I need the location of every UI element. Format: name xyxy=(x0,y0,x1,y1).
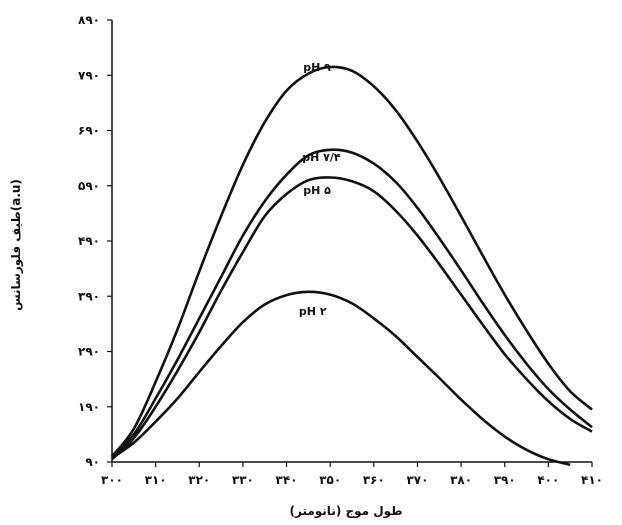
x-tick-label: ۳۵۰ xyxy=(319,473,341,487)
y-tick-label: ۹۰ xyxy=(85,455,100,469)
x-tick-label: ۴۱۰ xyxy=(581,473,603,487)
y-tick-label: ۴۹۰ xyxy=(78,234,100,248)
x-tick-label: ۳۹۰ xyxy=(494,473,516,487)
series-label-1: pH ۷/۴ xyxy=(302,151,341,164)
series-label-3: pH ۲ xyxy=(299,305,327,318)
series-line-0 xyxy=(110,65,593,458)
x-tick-label: ۴۰۰ xyxy=(537,473,559,487)
series-line-2 xyxy=(111,176,593,461)
y-tick-label: ۱۹۰ xyxy=(78,400,100,414)
y-tick-label: ۷۹۰ xyxy=(78,68,100,82)
series-line-3 xyxy=(111,290,571,467)
axes xyxy=(111,20,592,463)
y-tick-label: ۲۹۰ xyxy=(78,345,100,359)
x-tick-label: ۳۳۰ xyxy=(232,473,254,487)
y-tick-label: ۵۹۰ xyxy=(78,179,100,193)
series-label-0: pH ۹ xyxy=(303,61,331,74)
y-ticks: ۹۰ ۱۹۰ ۲۹۰ ۳۹۰ ۴۹۰ ۵۹۰ ۶۹۰ ۷۹۰ ۸۹۰ xyxy=(78,13,112,469)
x-tick-label: ۳۴۰ xyxy=(276,473,298,487)
x-tick-label: ۳۶۰ xyxy=(363,473,385,487)
series-labels: pH ۹ pH ۷/۴ pH ۵ pH ۲ xyxy=(299,61,341,318)
series-line-1 xyxy=(111,148,593,458)
x-tick-label: ۳۲۰ xyxy=(188,473,210,487)
x-ticks: ۳۰۰ ۳۱۰ ۳۲۰ ۳۳۰ ۳۴۰ ۳۵۰ ۳۶۰ ۳۷۰ ۳۸۰ ۳۹۰ ۴۰۰ ۴۱۰ xyxy=(101,462,603,487)
y-tick-label: ۶۹۰ xyxy=(78,124,100,138)
series-label-2: pH ۵ xyxy=(303,184,331,197)
series-curves xyxy=(110,65,593,467)
x-tick-label: ۳۷۰ xyxy=(406,473,428,487)
x-axis-label: طول موج (نانومتر) xyxy=(290,504,403,519)
y-axis-label: طیف فلورسانس(a.u) xyxy=(9,179,24,311)
y-tick-label: ۸۹۰ xyxy=(78,13,100,27)
x-tick-label: ۳۱۰ xyxy=(145,473,167,487)
x-tick-label: ۳۰۰ xyxy=(101,473,123,487)
x-tick-label: ۳۸۰ xyxy=(450,473,472,487)
y-tick-label: ۳۹۰ xyxy=(78,289,100,303)
